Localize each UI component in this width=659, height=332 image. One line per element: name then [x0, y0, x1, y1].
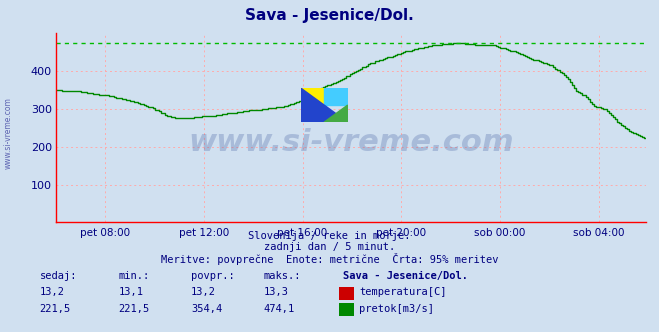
Text: povpr.:: povpr.:	[191, 271, 235, 281]
Text: Meritve: povprečne  Enote: metrične  Črta: 95% meritev: Meritve: povprečne Enote: metrične Črta:…	[161, 253, 498, 265]
Bar	[301, 88, 324, 105]
Text: 221,5: 221,5	[40, 304, 71, 314]
Text: 13,3: 13,3	[264, 287, 289, 297]
Bar	[324, 88, 347, 105]
Text: maks.:: maks.:	[264, 271, 301, 281]
Text: 13,2: 13,2	[40, 287, 65, 297]
Text: zadnji dan / 5 minut.: zadnji dan / 5 minut.	[264, 242, 395, 252]
Text: min.:: min.:	[119, 271, 150, 281]
Text: temperatura[C]: temperatura[C]	[359, 287, 447, 297]
Text: 474,1: 474,1	[264, 304, 295, 314]
Text: 13,2: 13,2	[191, 287, 216, 297]
Text: pretok[m3/s]: pretok[m3/s]	[359, 304, 434, 314]
Text: 354,4: 354,4	[191, 304, 222, 314]
Text: Sava - Jesenice/Dol.: Sava - Jesenice/Dol.	[343, 271, 468, 281]
Text: 13,1: 13,1	[119, 287, 144, 297]
Text: www.si-vreme.com: www.si-vreme.com	[188, 128, 514, 157]
Text: www.si-vreme.com: www.si-vreme.com	[3, 97, 13, 169]
Text: 221,5: 221,5	[119, 304, 150, 314]
Text: Slovenija / reke in morje.: Slovenija / reke in morje.	[248, 231, 411, 241]
Polygon shape	[301, 88, 347, 122]
Polygon shape	[324, 105, 347, 122]
Text: Sava - Jesenice/Dol.: Sava - Jesenice/Dol.	[245, 8, 414, 23]
Text: sedaj:: sedaj:	[40, 271, 77, 281]
